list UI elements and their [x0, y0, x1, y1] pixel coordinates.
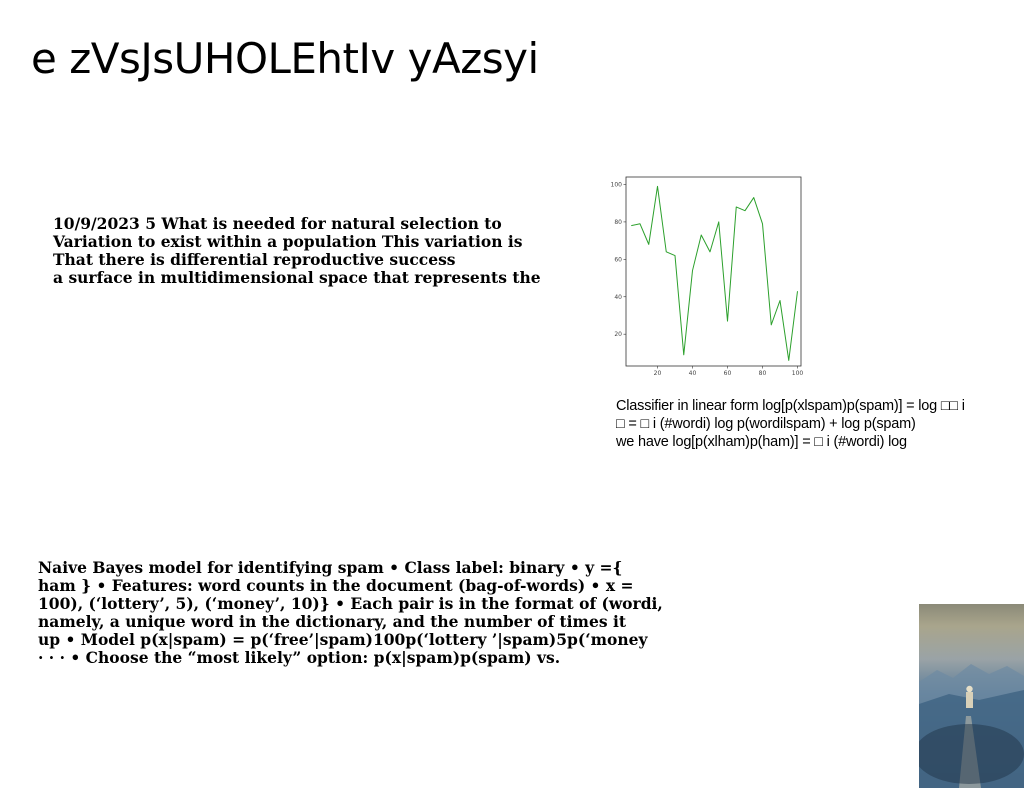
y-tick-label: 80 — [614, 219, 622, 226]
series-line — [631, 185, 798, 361]
caption-line: we have log[p(xlham)p(ham)] = □ i (#word… — [616, 434, 907, 450]
x-tick-label: 20 — [654, 370, 662, 377]
classifier-caption: Classifier in linear form log[p(xlspam)p… — [616, 397, 965, 451]
natural-selection-text: 10/9/2023 5 What is needed for natural s… — [53, 215, 541, 287]
x-tick-label: 40 — [689, 370, 697, 377]
text-line: That there is differential reproductive … — [53, 250, 456, 269]
text-line: Variation to exist within a population T… — [53, 232, 523, 251]
caption-line: □ = □ i (#wordi) log p(wordilspam) + log… — [616, 416, 916, 432]
slide-title: e zVsJsUHOLEhtIv yAzsyi — [31, 34, 539, 83]
text-line: up • Model p(x|spam) = p(‘free’|spam)100… — [38, 630, 648, 649]
y-tick-label: 100 — [611, 181, 623, 188]
text-line: 100), (‘lottery’, 5), (‘money’, 10)} • E… — [38, 594, 663, 613]
text-line: a surface in multidimensional space that… — [53, 268, 541, 287]
naive-bayes-text: Naive Bayes model for identifying spam •… — [38, 559, 663, 667]
x-tick-label: 80 — [759, 370, 767, 377]
landscape-photo — [919, 604, 1024, 788]
text-line: namely, a unique word in the dictionary,… — [38, 612, 626, 631]
text-line: ham } • Features: word counts in the doc… — [38, 576, 634, 595]
x-tick-label: 60 — [724, 370, 732, 377]
caption-line: Classifier in linear form log[p(xlspam)p… — [616, 398, 965, 414]
line-chart: 20 40 60 80 100 20 40 60 80 100 — [611, 176, 804, 377]
y-tick-label: 20 — [614, 331, 622, 338]
y-tick-label: 60 — [614, 256, 622, 263]
text-line: · · · • Choose the “most likely” option:… — [38, 648, 561, 667]
text-line: Naive Bayes model for identifying spam •… — [38, 558, 623, 577]
x-tick-label: 100 — [792, 370, 804, 377]
y-tick-label: 40 — [614, 294, 622, 301]
plot-frame — [625, 176, 802, 367]
text-line: 10/9/2023 5 What is needed for natural s… — [53, 214, 502, 233]
